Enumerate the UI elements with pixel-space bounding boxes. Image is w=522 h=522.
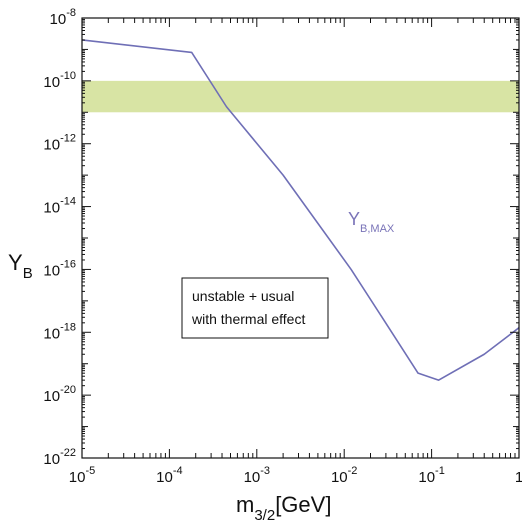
y-tick-label: 10-12: [43, 133, 76, 154]
x-tick-label: 10-4: [156, 465, 182, 486]
x-tick-label: 10-3: [244, 465, 270, 486]
series-name-main: Y: [348, 209, 360, 229]
y-tick-label-base: 10: [43, 74, 60, 91]
y-tick-label-base: 10: [43, 262, 60, 279]
y-axis-label-main: Y: [8, 250, 23, 275]
y-tick-label-base: 10: [43, 325, 60, 342]
x-tick-label-base: 10: [418, 469, 435, 486]
x-tick-label: 1: [515, 469, 522, 486]
svg-text:m3/2[GeV]: m3/2[GeV]: [236, 492, 331, 522]
y-tick-label-exp: -16: [60, 258, 76, 270]
x-axis-label-sub: 3/2: [254, 507, 275, 522]
x-axis-label-main: m: [236, 492, 254, 517]
annotation-box: unstable + usual with thermal effect: [181, 277, 329, 339]
x-tick-label-exp: -3: [260, 465, 270, 477]
y-tick-label: 10-16: [43, 258, 76, 279]
y-tick-label-exp: -22: [60, 447, 76, 459]
x-tick-label-base: 10: [69, 469, 86, 486]
y-tick-label: 10-20: [43, 384, 76, 405]
y-tick-label-exp: -14: [60, 196, 76, 208]
y-tick-label-base: 10: [43, 451, 60, 468]
x-tick-label-exp: -2: [348, 465, 358, 477]
y-tick-label-exp: -8: [66, 7, 76, 19]
y-axis-label-sub: B: [23, 265, 33, 282]
x-tick-label-exp: -5: [85, 465, 95, 477]
series-name-label: YB,MAX: [348, 209, 395, 235]
annotation-line-1: unstable + usual: [192, 288, 294, 304]
y-tick-label-base: 10: [43, 200, 60, 217]
x-tick-label-base: 10: [331, 469, 348, 486]
series-layer: [81, 39, 520, 381]
y-tick-label-exp: -10: [60, 70, 76, 82]
x-axis-label: m3/2[GeV]: [236, 492, 331, 522]
x-tick-label-base: 10: [156, 469, 173, 486]
x-axis-label-unit: [GeV]: [275, 492, 331, 517]
y-tick-label-base: 10: [43, 388, 60, 405]
x-tick-label: 10-2: [331, 465, 357, 486]
y-tick-label-exp: -20: [60, 384, 76, 396]
y-tick-label: 10-22: [43, 447, 76, 468]
x-tick-label-exp: -4: [173, 465, 183, 477]
svg-text:YB: YB: [8, 250, 33, 282]
x-tick-label-exp: -1: [435, 465, 445, 477]
band-layer: [82, 80, 519, 113]
y-tick-label: 10-18: [43, 321, 76, 342]
y-tick-label: 10-8: [50, 7, 76, 28]
y-tick-label-exp: -12: [60, 133, 76, 145]
x-tick-label: 10-1: [418, 465, 444, 486]
x-tick-label-base: 1: [515, 469, 522, 486]
y-tick-label-base: 10: [43, 137, 60, 154]
y-axis-label: YB: [8, 250, 33, 282]
annotation-line-2: with thermal effect: [191, 311, 305, 327]
series-line-0: [81, 39, 520, 381]
x-tick-label-base: 10: [244, 469, 261, 486]
observed-band: [82, 80, 519, 113]
y-tick-label: 10-10: [43, 70, 76, 91]
series-name-sub: B,MAX: [360, 223, 395, 235]
x-tick-label: 10-5: [69, 465, 95, 486]
labels-layer: 10-5 10-4 10-3 10-2 10-1 110-810-1010-1210-14…: [43, 7, 522, 486]
frame-layer: [81, 17, 520, 459]
y-tick-label-exp: -18: [60, 321, 76, 333]
svg-text:YB,MAX: YB,MAX: [348, 209, 395, 235]
y-tick-label: 10-14: [43, 196, 76, 217]
plot-frame: [81, 17, 520, 459]
y-tick-label-base: 10: [50, 11, 67, 28]
